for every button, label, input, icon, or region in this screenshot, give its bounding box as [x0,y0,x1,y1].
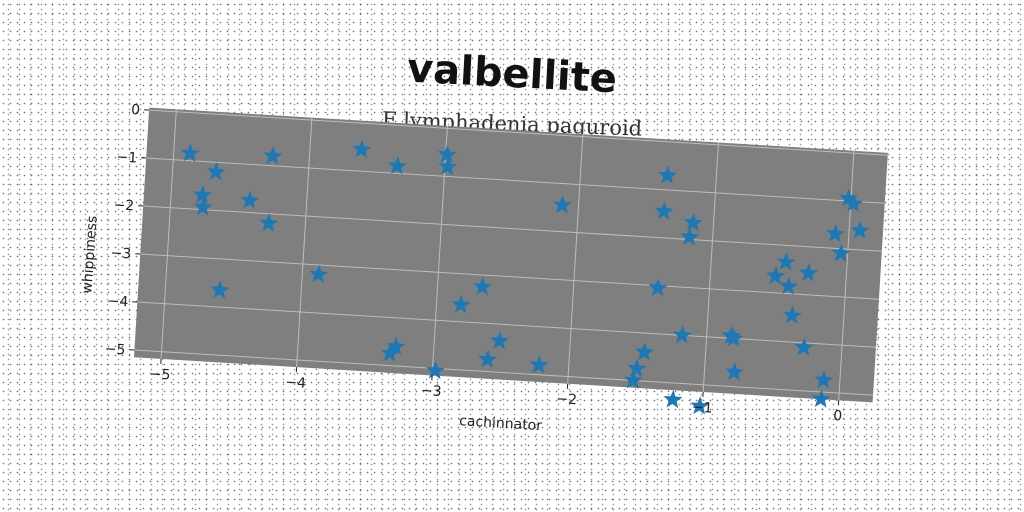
data-point [529,355,549,374]
x-axis-label: cachinnator [459,413,543,434]
y-tick-label: −1 [116,149,138,166]
y-axis-label: whippiness [79,215,100,294]
data-point [425,360,445,380]
y-tick-label: −5 [104,341,126,358]
chart-title: valbellite [406,46,618,103]
data-point [725,362,745,381]
data-point [263,146,283,165]
y-tick-label: −2 [113,197,135,214]
data-point [490,331,510,350]
x-grid-line [160,109,177,359]
data-point [627,358,647,378]
x-tick-label: 0 [833,408,843,425]
data-point [552,195,572,214]
data-point [831,243,851,262]
y-grid-line [140,253,879,300]
data-point [438,156,458,176]
data-point [654,201,674,220]
data-point [309,264,329,284]
data-point [839,188,859,208]
data-point [386,336,406,356]
data-point [259,213,279,232]
data-point [193,185,213,204]
x-tick-label: −4 [285,375,307,392]
y-tick-label: 0 [131,102,141,119]
data-point [473,277,493,296]
x-grid-line [296,117,313,368]
x-grid-line [567,134,584,384]
axis-ticks: −5 −4 −3 −2 −1 0 0 −1 −2 −3 −4 −5 [104,102,843,425]
y-grid-line [149,109,888,156]
data-point [779,276,799,295]
x-tick-label: −1 [691,399,713,416]
data-point [724,328,744,347]
plot-area-group: −5 −4 −3 −2 −1 0 0 −1 −2 −3 −4 −5 cachinnator [104,102,888,434]
data-point [811,389,831,408]
data-points [180,139,870,415]
data-point [352,139,372,158]
data-point [635,342,655,361]
y-grid-line [134,349,874,396]
data-point [663,389,683,409]
y-tick-label: −4 [107,293,129,310]
x-tick-label: −2 [556,391,578,408]
data-point [690,396,710,415]
data-point [850,220,870,240]
data-point [794,337,814,357]
data-point [623,370,643,389]
data-point [776,252,796,271]
data-point [206,161,226,181]
y-tick-label: −3 [110,245,132,262]
data-point [814,370,834,389]
x-tick-label: −5 [149,366,171,383]
data-point [766,266,786,285]
data-point [451,294,471,314]
y-grid-line [137,301,877,348]
data-point [193,197,213,216]
data-point [799,263,819,282]
y-grid-line [146,157,885,204]
data-point [844,193,864,213]
data-point [658,165,678,184]
data-point [437,144,457,164]
data-point [240,190,260,209]
data-point [782,305,802,325]
data-point [680,227,700,246]
data-point [478,349,498,368]
x-tick-label: −3 [420,383,442,400]
data-point [180,143,200,162]
x-grid-line [702,142,719,393]
data-point [210,280,230,299]
data-point [388,156,407,175]
plot-background [133,107,888,403]
y-grid-line [143,205,882,252]
data-point [672,325,692,344]
data-point [825,223,845,243]
data-point [683,212,703,232]
data-point [648,278,668,297]
x-grid-line [838,150,855,401]
